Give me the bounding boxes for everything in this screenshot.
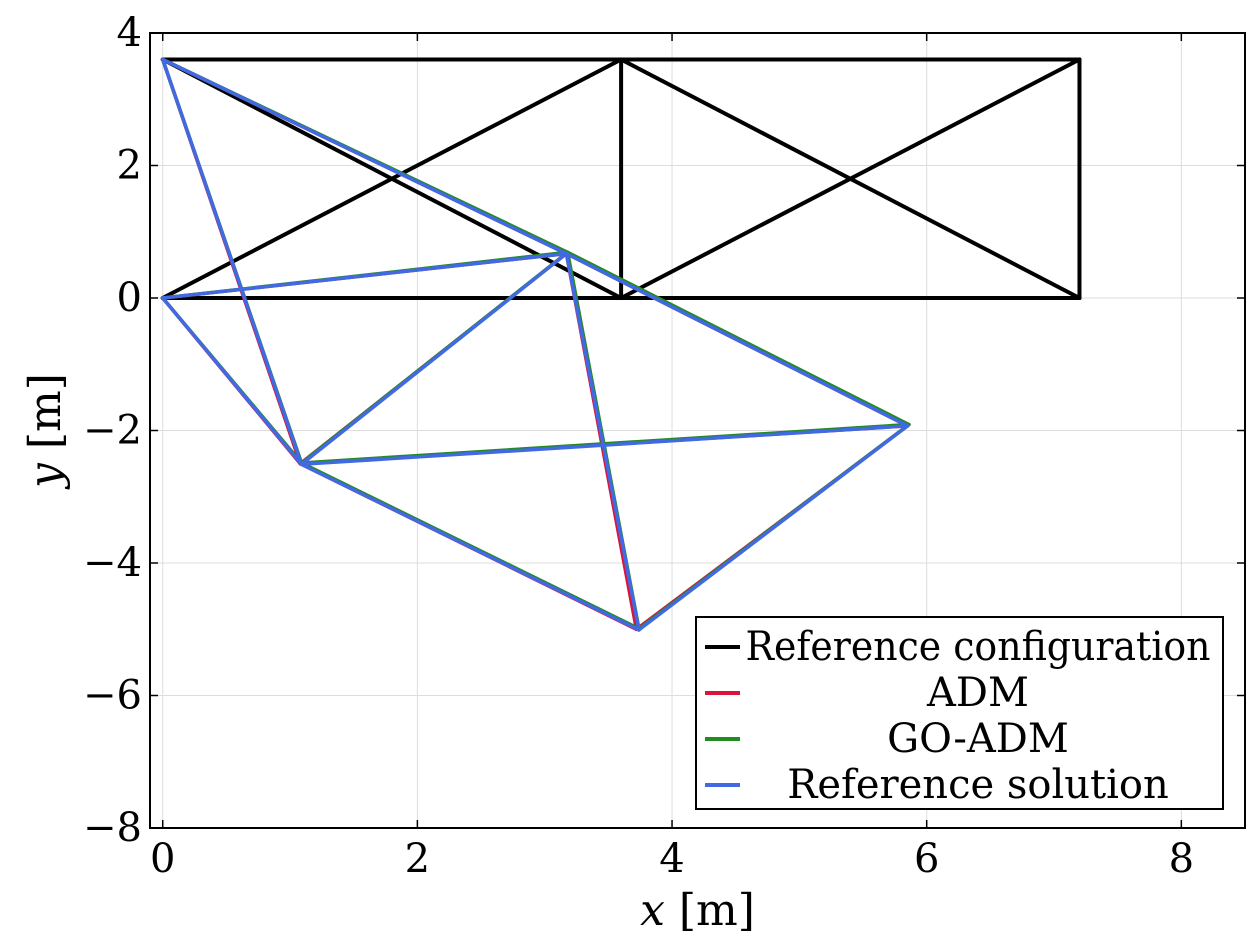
y-tick-label: −4 <box>83 540 142 586</box>
x-axis-label: x [m] <box>640 885 755 936</box>
legend-label: Reference configuration <box>746 624 1211 670</box>
legend-label: ADM <box>926 670 1029 716</box>
legend: Reference configurationADMGO-ADMReferenc… <box>695 616 1224 810</box>
x-tick-label: 0 <box>150 836 175 882</box>
series-go-adm <box>160 57 911 631</box>
x-axis-unit: [m] <box>665 885 755 936</box>
plot-series <box>160 57 1082 632</box>
series-reference-configuration <box>160 57 1082 300</box>
truss-member <box>299 251 569 467</box>
series-reference-solution <box>160 57 910 632</box>
x-tick-label: 8 <box>1169 836 1194 882</box>
truss-member <box>619 57 1082 300</box>
truss-member <box>160 57 304 467</box>
legend-label: GO-ADM <box>887 716 1069 762</box>
axis-ticks <box>150 32 1245 829</box>
x-tick-label: 4 <box>659 836 684 882</box>
x-tick-label: 6 <box>914 836 939 882</box>
y-tick-label: 0 <box>117 275 142 321</box>
truss-member <box>160 251 569 300</box>
truss-member <box>160 57 624 300</box>
legend-box <box>695 616 1224 810</box>
legend-label: Reference solution <box>787 762 1168 808</box>
y-tick-label: −2 <box>83 408 142 454</box>
truss-member <box>565 250 911 427</box>
x-axis-symbol: x <box>640 885 665 936</box>
truss-member <box>299 462 641 632</box>
truss-member <box>637 424 910 632</box>
y-axis-label: y [m] <box>20 373 71 490</box>
truss-member <box>160 57 569 256</box>
y-axis-unit: [m] <box>20 373 71 463</box>
truss-member <box>160 296 304 467</box>
series-adm <box>160 57 910 631</box>
y-axis-symbol: y <box>20 462 71 490</box>
y-tick-label: −6 <box>83 673 142 719</box>
truss-member <box>564 251 910 428</box>
truss-member <box>564 251 641 632</box>
y-tick-label: 4 <box>117 10 142 56</box>
y-tick-label: 2 <box>117 143 142 189</box>
x-tick-label: 2 <box>405 836 430 882</box>
y-tick-label: −8 <box>83 805 142 851</box>
